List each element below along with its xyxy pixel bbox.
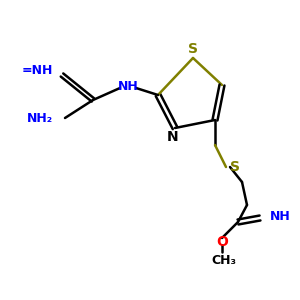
Text: NH: NH — [118, 80, 138, 94]
Text: =NH: =NH — [22, 64, 53, 77]
Text: S: S — [230, 160, 240, 174]
Text: NH: NH — [270, 211, 291, 224]
Text: O: O — [216, 235, 228, 249]
Text: CH₃: CH₃ — [212, 254, 236, 266]
Text: NH₂: NH₂ — [27, 112, 53, 124]
Text: S: S — [188, 42, 198, 56]
Text: N: N — [167, 130, 179, 144]
